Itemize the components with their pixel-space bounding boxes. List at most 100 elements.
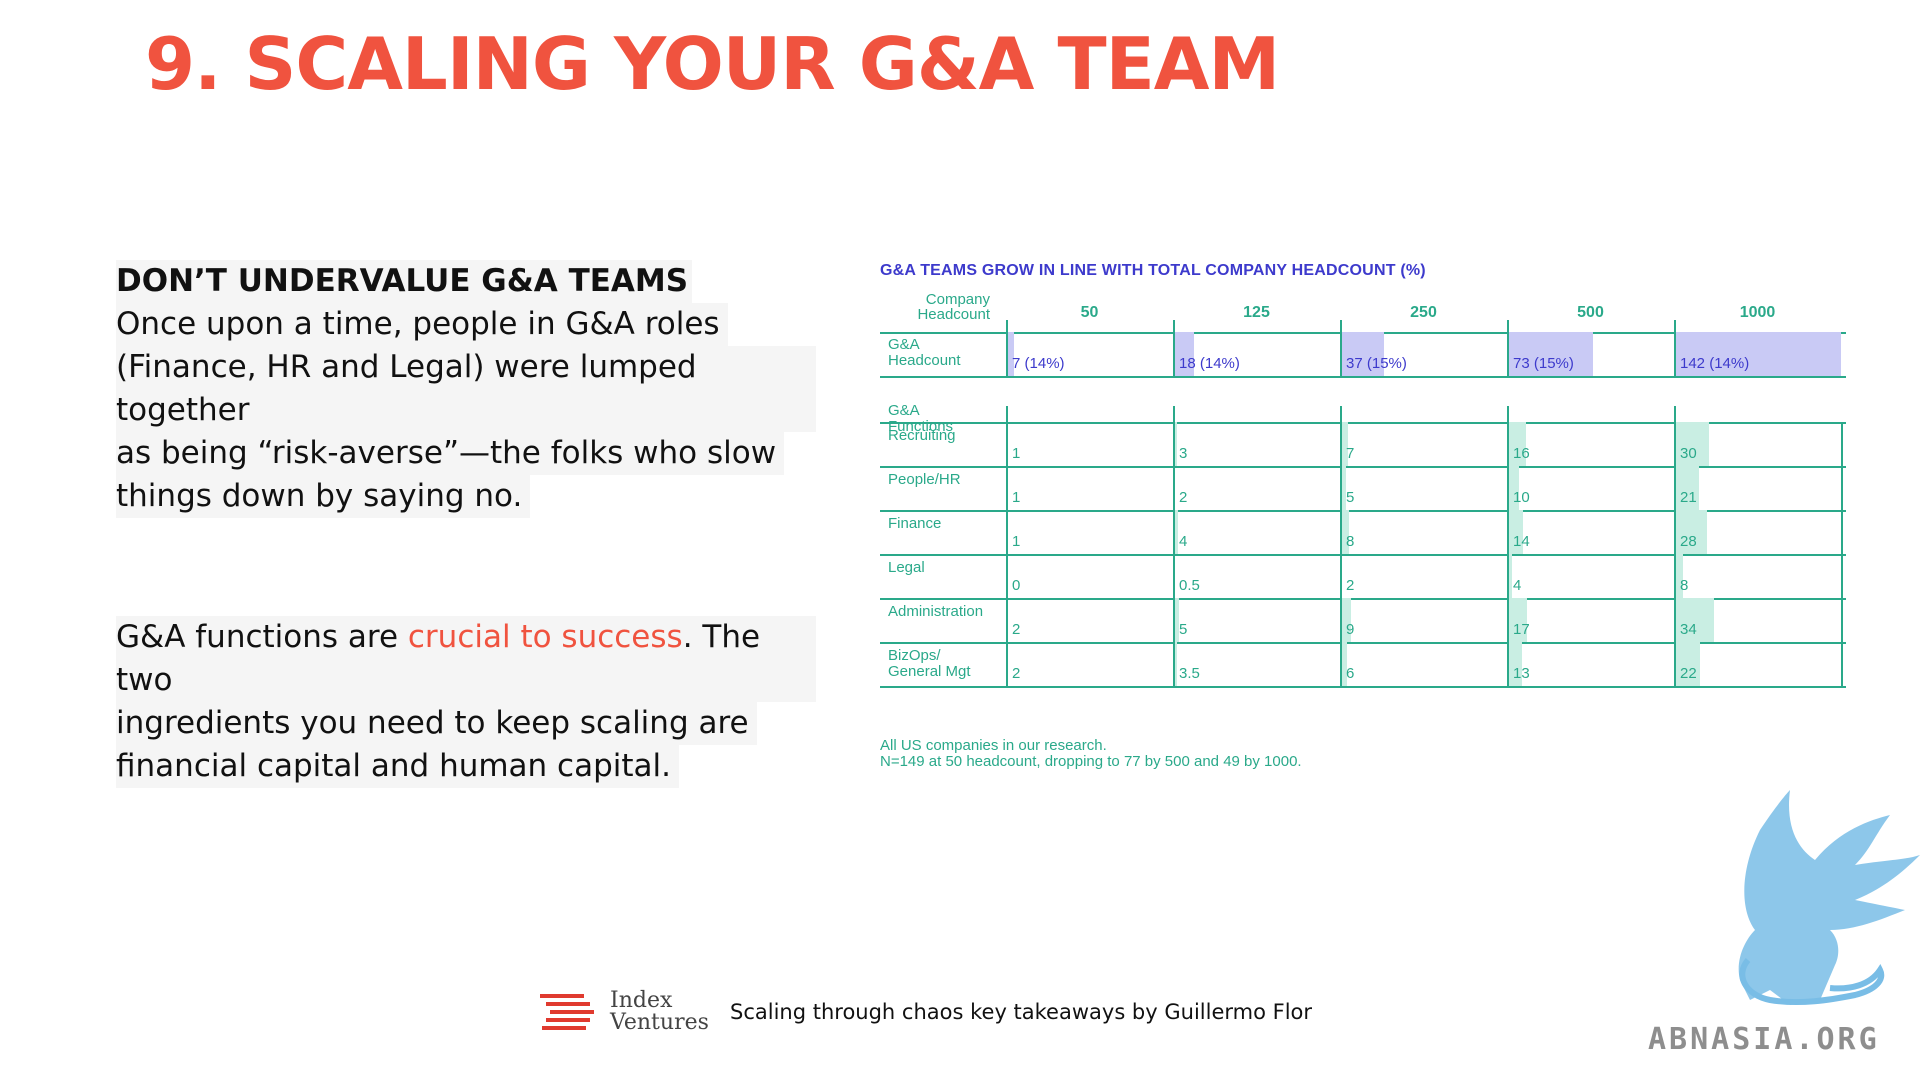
- column-divider: [1173, 510, 1175, 554]
- function-bar: [1507, 466, 1519, 510]
- headcount-cell: 142 (14%): [1674, 332, 1841, 376]
- headcount-cell: 73 (15%): [1507, 332, 1674, 376]
- function-value: 13: [1513, 665, 1530, 682]
- paragraph-line: Once upon a time, people in G&A roles: [116, 303, 728, 346]
- column-divider: [1340, 406, 1342, 422]
- function-cell: 10: [1507, 466, 1674, 510]
- headcount-value: 7 (14%): [1012, 355, 1065, 372]
- function-value: 8: [1346, 533, 1355, 550]
- column-divider: [1006, 510, 1008, 554]
- table-title: G&A TEAMS GROW IN LINE WITH TOTAL COMPAN…: [880, 262, 1426, 279]
- column-divider: [1006, 554, 1008, 598]
- column-divider: [1173, 554, 1175, 598]
- column-header: 50: [1080, 304, 1099, 321]
- row-label-line: General Mgt: [888, 663, 971, 680]
- column-divider: [1507, 332, 1509, 376]
- function-value: 4: [1179, 533, 1188, 550]
- column-divider: [1674, 642, 1676, 686]
- column-divider: [1173, 598, 1175, 642]
- column-divider: [1340, 422, 1342, 466]
- column-divider: [1006, 598, 1008, 642]
- function-bar: [1674, 554, 1684, 598]
- slide-title: 9. SCALING YOUR G&A TEAM: [145, 22, 1280, 106]
- function-value: 30: [1680, 445, 1697, 462]
- column-divider: [1841, 642, 1843, 686]
- function-cell: 6: [1340, 642, 1507, 686]
- function-value: 16: [1513, 445, 1530, 462]
- headcount-row-label: G&A Headcount: [888, 337, 961, 369]
- function-cell: 22: [1674, 642, 1841, 686]
- column-divider: [1173, 466, 1175, 510]
- column-divider: [1507, 422, 1509, 466]
- column-divider: [1841, 422, 1843, 466]
- function-value: 9: [1346, 621, 1355, 638]
- function-bar: [1173, 422, 1177, 466]
- watermark-text: ABNASIA.ORG: [1648, 1022, 1880, 1057]
- row-label-line: People/HR: [888, 471, 961, 488]
- column-divider: [1841, 554, 1843, 598]
- column-divider: [1507, 406, 1509, 422]
- function-value: 7: [1346, 445, 1355, 462]
- function-value: 21: [1680, 489, 1697, 506]
- row-divider: [880, 598, 1846, 600]
- header-label-line: Headcount: [917, 306, 990, 323]
- function-bar: [1507, 554, 1512, 598]
- row-divider: [880, 686, 1846, 688]
- function-value: 28: [1680, 533, 1697, 550]
- column-divider: [1674, 510, 1676, 554]
- column-divider: [1173, 422, 1175, 466]
- column-divider: [1507, 510, 1509, 554]
- function-bar: [1507, 598, 1527, 642]
- function-cell: 4: [1173, 510, 1340, 554]
- function-row-label: Finance: [888, 516, 941, 532]
- function-cell: 14: [1507, 510, 1674, 554]
- function-bar: [1173, 598, 1179, 642]
- function-value: 5: [1179, 621, 1188, 638]
- column-divider: [1006, 422, 1008, 466]
- header-label-line: Company: [925, 291, 990, 308]
- function-value: 1: [1012, 445, 1021, 462]
- function-cell: 7: [1340, 422, 1507, 466]
- brand-line: Index: [610, 988, 673, 1013]
- text-run: . The two: [116, 619, 761, 698]
- header-label: Company Headcount: [910, 292, 990, 322]
- headcount-table: G&A TEAMS GROW IN LINE WITH TOTAL COMPAN…: [880, 262, 1880, 770]
- column-divider: [1006, 466, 1008, 510]
- paragraph-line: financial capital and human capital.: [116, 745, 680, 788]
- function-cell: 21: [1674, 466, 1841, 510]
- function-value: 1: [1012, 533, 1021, 550]
- column-divider: [1841, 598, 1843, 642]
- column-divider: [1340, 332, 1342, 376]
- column-divider: [1507, 466, 1509, 510]
- function-cell: 1: [1006, 466, 1173, 510]
- conclusion-paragraph: G&A functions are crucial to success. Th…: [116, 616, 816, 788]
- row-divider: [880, 466, 1846, 468]
- function-bar: [1507, 510, 1524, 554]
- header-tick: [1173, 320, 1175, 332]
- column-divider: [1841, 510, 1843, 554]
- column-divider: [1340, 466, 1342, 510]
- function-cell: 34: [1674, 598, 1841, 642]
- header-tick: [1674, 320, 1676, 332]
- function-cell: 0: [1006, 554, 1173, 598]
- row-label-line: G&A: [888, 336, 920, 353]
- column-header: 250: [1410, 304, 1437, 321]
- function-value: 2: [1012, 665, 1021, 682]
- headcount-bar: [1173, 332, 1195, 376]
- function-value: 14: [1513, 533, 1530, 550]
- header-tick: [1006, 320, 1008, 332]
- function-value: 2: [1012, 621, 1021, 638]
- column-divider: [1841, 466, 1843, 510]
- headcount-cell: 7 (14%): [1006, 332, 1173, 376]
- brand-line: Ventures: [610, 1010, 709, 1035]
- headcount-bar: [1674, 332, 1841, 376]
- function-row-label: Administration: [888, 604, 983, 620]
- function-row-label: BizOps/General Mgt: [888, 648, 971, 680]
- function-cell: 17: [1507, 598, 1674, 642]
- column-divider: [1674, 554, 1676, 598]
- function-cell: 9: [1340, 598, 1507, 642]
- function-row-label: Recruiting: [888, 428, 956, 444]
- row-divider: [880, 510, 1846, 512]
- footnote-line: N=149 at 50 headcount, dropping to 77 by…: [880, 753, 1302, 770]
- index-ventures-logo-icon: [540, 994, 594, 1030]
